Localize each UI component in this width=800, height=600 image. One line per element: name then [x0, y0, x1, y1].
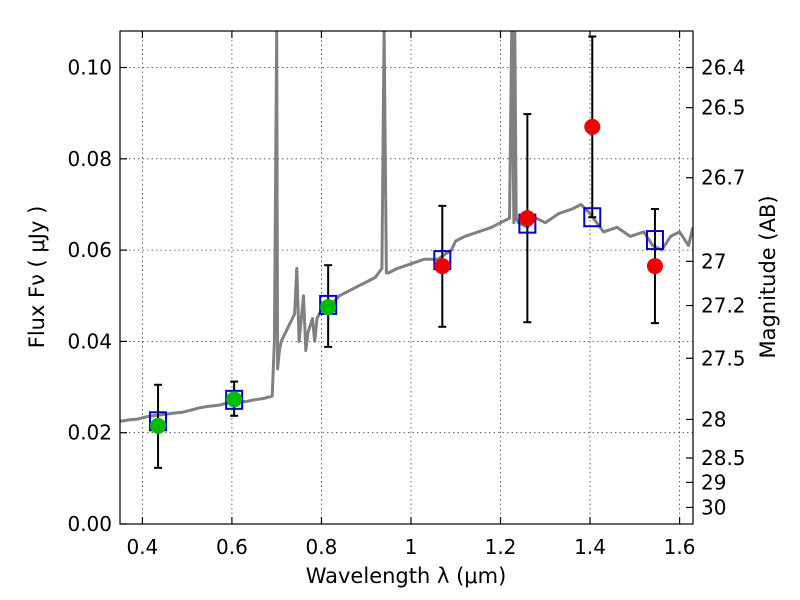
right-tick-label: 26.4 — [701, 56, 746, 80]
model-spectrum-line — [120, 31, 693, 423]
y-ticks: 0.00 0.02 0.04 0.06 0.08 0.10 — [67, 56, 127, 536]
model-photometry-square — [645, 230, 664, 251]
y-tick-label: 0.06 — [67, 238, 112, 262]
marker-layer — [149, 118, 664, 434]
plot-frame — [119, 30, 694, 525]
x-axis-label: Wavelength λ (μm) — [306, 564, 507, 588]
y-tick-label: 0.10 — [67, 56, 112, 80]
right-tick-label: 28.5 — [701, 446, 746, 470]
spectrum-layer — [120, 31, 693, 423]
x-tick-label: 1.2 — [485, 535, 517, 559]
y-tick-label: 0.04 — [67, 329, 112, 353]
right-tick-label: 30 — [701, 495, 726, 519]
green-data-point — [226, 391, 243, 408]
green-data-point — [150, 417, 167, 434]
x-tick-label: 1.6 — [664, 535, 696, 559]
red-data-point — [434, 258, 451, 275]
right-tick-label: 27.2 — [701, 294, 746, 318]
right-tick-label: 26.7 — [701, 166, 746, 190]
model-photometry-square — [583, 207, 602, 228]
x-tick-label: 0.4 — [126, 535, 158, 559]
right-tick-label: 27 — [701, 249, 726, 273]
y-tick-label: 0.08 — [67, 147, 112, 171]
red-data-point — [519, 210, 536, 227]
y-tick-label: 0.00 — [67, 512, 112, 536]
model-photometry-square — [225, 389, 244, 410]
x-ticks: 0.4 0.6 0.8 1 1.2 1.4 1.6 — [126, 31, 695, 559]
right-tick-label: 26.5 — [701, 96, 746, 120]
grid — [120, 31, 693, 525]
green-data-point — [320, 299, 337, 316]
right-tick-label: 27.5 — [701, 346, 746, 370]
red-data-point — [584, 118, 601, 135]
x-tick-label: 0.6 — [216, 535, 248, 559]
right-tick-label: 28 — [701, 407, 726, 431]
y-axis-label: Flux Fν ( μJy ) — [25, 206, 49, 349]
x-tick-label: 0.8 — [306, 535, 338, 559]
right-axis-label: Magnitude (AB) — [756, 195, 780, 358]
x-tick-label: 1 — [405, 535, 418, 559]
right-tick-label: 29 — [701, 470, 726, 494]
red-data-point — [646, 258, 663, 275]
y-tick-label: 0.02 — [67, 421, 112, 445]
x-tick-label: 1.4 — [574, 535, 606, 559]
